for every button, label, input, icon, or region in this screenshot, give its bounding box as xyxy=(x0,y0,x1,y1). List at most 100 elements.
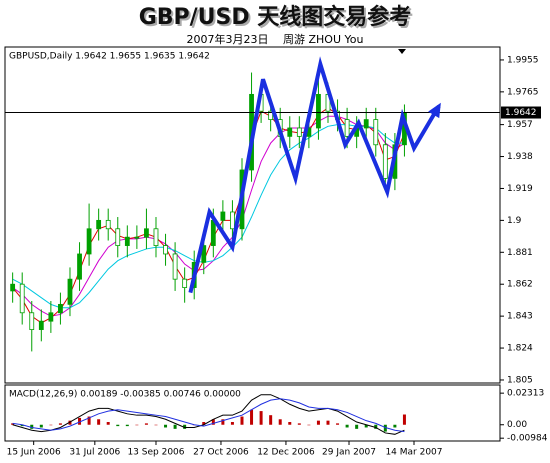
macd-bar xyxy=(221,419,225,425)
chart-subtitle: 2007年3月23日 周游 ZHOU You xyxy=(187,32,364,46)
price-header: GBPUSD,Daily 1.9642 1.9655 1.9635 1.9642 xyxy=(9,52,210,62)
macd-bar xyxy=(250,409,254,425)
candle-body xyxy=(86,228,92,255)
macd-y-tick-label: -0.00984 xyxy=(507,434,548,444)
macd-bar xyxy=(402,414,406,425)
candle-body xyxy=(67,278,73,305)
candle-body xyxy=(10,283,16,292)
y-tick-label: 1.843 xyxy=(507,312,533,322)
macd-bar xyxy=(30,424,34,429)
candle-body xyxy=(48,312,54,322)
last-price-box xyxy=(501,106,541,119)
trend-arrow xyxy=(188,56,441,294)
macd-bar xyxy=(383,424,387,432)
chart-title: GBP/USD 天线图交易参考 xyxy=(139,4,412,30)
candle-body xyxy=(134,236,140,239)
x-tick-label: 29 Jan 2007 xyxy=(322,448,376,458)
x-tick-label: 31 Jul 2006 xyxy=(69,448,120,458)
arrow-head xyxy=(428,102,441,119)
candle-body xyxy=(29,312,35,330)
x-tick-label: 27 Oct 2006 xyxy=(193,448,249,458)
macd-bar xyxy=(326,420,330,425)
macd-bar xyxy=(202,422,206,425)
x-tick-label: 15 Jun 2006 xyxy=(7,448,61,458)
x-tick-label: 14 Mar 2007 xyxy=(385,448,442,458)
candle-body xyxy=(96,219,102,230)
macd-bar xyxy=(364,424,368,428)
macd-bar xyxy=(97,419,101,425)
candle-body xyxy=(38,320,44,330)
macd-bar xyxy=(269,415,273,425)
y-tick-label: 1.9 xyxy=(507,216,522,226)
macd-bar xyxy=(20,424,24,427)
macd-bar xyxy=(11,423,15,425)
candle-body xyxy=(287,127,293,137)
candle-body xyxy=(144,228,149,238)
macd-bar xyxy=(135,424,139,426)
candle-body xyxy=(363,119,369,129)
macd-bar xyxy=(259,411,263,425)
candle-body xyxy=(316,93,321,129)
macd-y-tick-label: 0.00 xyxy=(507,420,527,430)
macd-bar xyxy=(68,420,72,425)
candle-body xyxy=(201,245,207,263)
macd-bar xyxy=(230,422,234,425)
macd-bar xyxy=(393,424,397,428)
y-tick-label: 1.938 xyxy=(507,152,533,162)
y-tick-label: 1.805 xyxy=(507,375,533,385)
y-tick-label: 1.9955 xyxy=(507,55,539,65)
candle-body xyxy=(268,110,274,120)
macd-bar xyxy=(87,416,91,425)
candle-body xyxy=(115,228,121,246)
macd-bar xyxy=(164,424,168,428)
macd-bar xyxy=(173,424,177,429)
macd-bar xyxy=(144,423,148,425)
macd-bar xyxy=(116,424,120,427)
macd-bar xyxy=(355,424,359,429)
candle-body xyxy=(124,236,130,246)
macd-line xyxy=(12,394,405,435)
macd-bar xyxy=(374,424,378,429)
macd-bar xyxy=(125,424,129,427)
macd-bar xyxy=(211,419,215,425)
candle-body xyxy=(163,245,168,255)
macd-bar xyxy=(154,424,158,426)
macd-bar xyxy=(278,419,282,425)
candle-body xyxy=(153,228,159,246)
macd-header: MACD(12,26,9) 0.00189 -0.00385 0.00746 0… xyxy=(9,390,241,400)
macd-line xyxy=(12,398,405,433)
candle-body xyxy=(77,253,82,280)
macd-bar xyxy=(316,420,320,425)
y-tick-label: 1.957 xyxy=(507,120,533,130)
macd-bar xyxy=(78,417,82,425)
macd-bar xyxy=(49,424,53,426)
title-shadow: GBP/USD 天线图交易参考 xyxy=(141,6,414,32)
candle-body xyxy=(220,211,226,221)
macd-bar xyxy=(288,422,292,425)
macd-bar xyxy=(39,424,43,428)
macd-bar xyxy=(336,423,340,425)
candle-body xyxy=(382,144,388,179)
candle-body xyxy=(105,219,111,230)
last-price-label: 1.9642 xyxy=(505,108,537,118)
macd-bar xyxy=(240,416,244,425)
macd-bar xyxy=(345,424,349,428)
y-tick-label: 1.9765 xyxy=(507,87,539,97)
shift-marker xyxy=(398,49,406,54)
y-tick-label: 1.881 xyxy=(507,248,533,258)
candle-body xyxy=(230,211,235,230)
candle-body xyxy=(19,283,25,314)
candle-body xyxy=(373,119,379,146)
x-tick-label: 12 Dec 2006 xyxy=(257,448,315,458)
macd-bar xyxy=(297,423,301,425)
y-tick-label: 1.824 xyxy=(507,344,533,354)
y-tick-label: 1.862 xyxy=(507,280,533,290)
macd-y-tick-label: 0.02313 xyxy=(507,389,544,399)
candle-body xyxy=(344,119,350,137)
candle-body xyxy=(58,303,63,314)
macd-bar xyxy=(106,422,110,425)
candle-body xyxy=(182,278,188,288)
candle-body xyxy=(210,219,216,246)
y-tick-label: 1.919 xyxy=(507,184,533,194)
